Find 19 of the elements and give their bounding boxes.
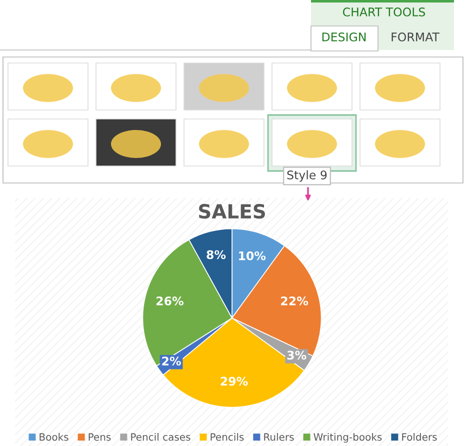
legend-label: Books — [40, 433, 68, 441]
data-label: 2% — [162, 356, 181, 366]
text: FORMAT — [392, 32, 440, 42]
data-label: 29% — [220, 376, 248, 386]
legend-label: Pens — [88, 433, 111, 441]
legend-label: Pencil cases — [131, 433, 190, 441]
chart-title: SALES — [199, 204, 265, 219]
legend-label: Rulers — [264, 433, 294, 441]
legend-label: Folders — [402, 433, 437, 441]
data-label: 3% — [287, 350, 306, 360]
data-label: 8% — [206, 250, 226, 260]
text: Style 9 — [287, 170, 327, 182]
data-label: 22% — [281, 296, 308, 306]
text: CHART TOOLS — [342, 7, 426, 16]
data-label: 10% — [239, 251, 266, 260]
legend-label: Pencils — [210, 433, 244, 441]
legend-label: Writing-books — [314, 433, 382, 443]
text: DESIGN — [322, 32, 366, 42]
data-label: 26% — [156, 296, 184, 306]
